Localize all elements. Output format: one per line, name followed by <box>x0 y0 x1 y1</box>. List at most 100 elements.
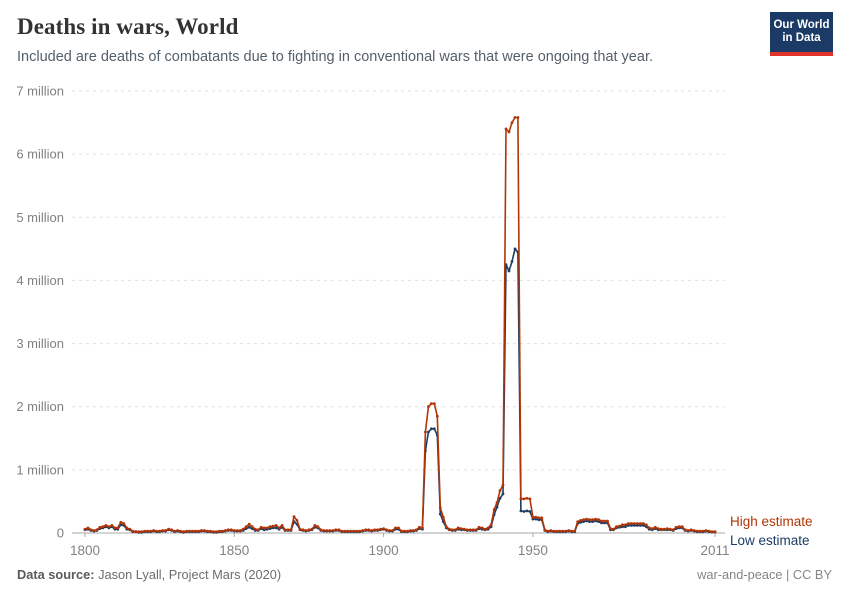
data-point-marker <box>644 523 648 527</box>
data-point-marker <box>128 527 132 531</box>
data-point-marker <box>653 525 657 529</box>
data-point-marker <box>501 483 505 487</box>
data-point-marker <box>671 528 675 532</box>
data-point-marker <box>453 528 457 532</box>
data-point-marker <box>531 515 535 519</box>
data-point-marker <box>600 519 603 523</box>
data-point-marker <box>546 529 550 533</box>
data-point-marker <box>627 522 630 525</box>
y-tick-label: 2 million <box>16 399 64 414</box>
data-point-marker <box>686 529 690 532</box>
y-tick-label: 5 million <box>16 210 64 225</box>
data-point-marker <box>188 529 191 533</box>
data-source: Data source: Jason Lyall, Project Mars (… <box>17 567 281 582</box>
data-point-marker <box>427 405 430 409</box>
data-point-marker <box>364 528 368 532</box>
data-point-marker <box>352 529 356 533</box>
data-point-marker <box>116 526 120 530</box>
legend-low-estimate[interactable]: Low estimate <box>730 533 810 548</box>
data-point-marker <box>313 524 317 527</box>
data-point-marker <box>677 525 681 529</box>
data-point-marker <box>286 528 290 532</box>
data-point-marker <box>543 528 547 532</box>
data-point-marker <box>641 522 645 525</box>
data-point-marker <box>525 496 529 500</box>
data-point-marker <box>492 508 496 511</box>
data-point-marker <box>424 430 427 434</box>
series-high-estimate[interactable] <box>83 116 717 534</box>
data-point-marker <box>430 402 433 405</box>
data-point-marker <box>164 529 168 532</box>
data-point-marker <box>274 526 278 530</box>
data-point-marker <box>606 519 609 523</box>
data-point-marker <box>361 529 365 532</box>
data-point-marker <box>253 527 257 531</box>
data-point-marker <box>570 529 574 533</box>
data-point-marker <box>289 528 293 532</box>
legend-high-estimate[interactable]: High estimate <box>730 514 813 529</box>
data-point-marker <box>173 529 177 533</box>
data-point-marker <box>459 527 463 530</box>
data-point-marker <box>633 522 636 525</box>
data-point-marker <box>149 529 153 533</box>
x-axis: 1800 1850 1900 1950 2011 <box>70 533 730 558</box>
data-point-marker <box>292 515 296 518</box>
data-point-marker <box>507 269 511 273</box>
data-point-marker <box>319 528 323 532</box>
data-point-marker <box>373 528 376 532</box>
data-point-marker <box>170 528 174 532</box>
data-point-marker <box>695 529 699 533</box>
data-point-marker <box>659 527 663 531</box>
x-tick-label: 2011 <box>700 543 729 558</box>
data-point-marker <box>244 525 248 529</box>
owid-logo[interactable]: Our World in Data <box>770 12 833 56</box>
data-point-marker <box>256 528 260 532</box>
data-source-value: Jason Lyall, Project Mars (2020) <box>94 567 282 582</box>
data-point-marker <box>701 529 705 533</box>
data-point-marker <box>597 518 600 522</box>
data-point-marker <box>158 529 162 533</box>
data-point-marker <box>298 527 302 531</box>
data-point-marker <box>376 528 379 532</box>
data-point-marker <box>418 525 421 529</box>
data-point-marker <box>432 402 436 405</box>
data-point-marker <box>346 529 350 533</box>
data-point-marker <box>125 526 129 530</box>
series-low-estimate[interactable] <box>83 247 717 534</box>
data-point-marker <box>220 529 224 533</box>
data-point-marker <box>226 528 230 532</box>
data-point-marker <box>328 529 332 532</box>
data-point-marker <box>415 528 418 532</box>
data-point-marker <box>513 116 517 119</box>
data-point-marker <box>382 527 385 530</box>
data-point-marker <box>397 526 400 530</box>
data-point-marker <box>155 529 159 533</box>
data-point-marker <box>89 528 93 532</box>
data-point-marker <box>307 528 311 532</box>
data-point-marker <box>406 529 409 533</box>
data-point-marker <box>337 528 341 532</box>
data-point-marker <box>83 527 87 531</box>
data-point-marker <box>564 529 568 533</box>
data-point-marker <box>618 524 621 528</box>
data-point-marker <box>367 528 370 532</box>
data-point-marker <box>576 520 580 523</box>
data-point-marker <box>421 526 424 530</box>
chart-footer: Data source: Jason Lyall, Project Mars (… <box>17 567 832 582</box>
data-point-marker <box>212 530 215 534</box>
data-point-marker <box>101 525 105 529</box>
data-point-marker <box>552 529 556 533</box>
data-point-marker <box>122 522 126 525</box>
data-point-marker <box>107 525 111 529</box>
license-note[interactable]: war-and-peace | CC BY <box>697 567 832 582</box>
data-point-marker <box>355 529 359 533</box>
data-point-marker <box>110 524 114 527</box>
data-point-marker <box>468 528 472 532</box>
data-point-marker <box>558 529 562 533</box>
data-point-marker <box>379 527 382 531</box>
data-point-marker <box>218 529 221 533</box>
data-point-marker <box>191 529 194 533</box>
data-point-marker <box>119 520 123 524</box>
data-point-marker <box>274 524 278 527</box>
